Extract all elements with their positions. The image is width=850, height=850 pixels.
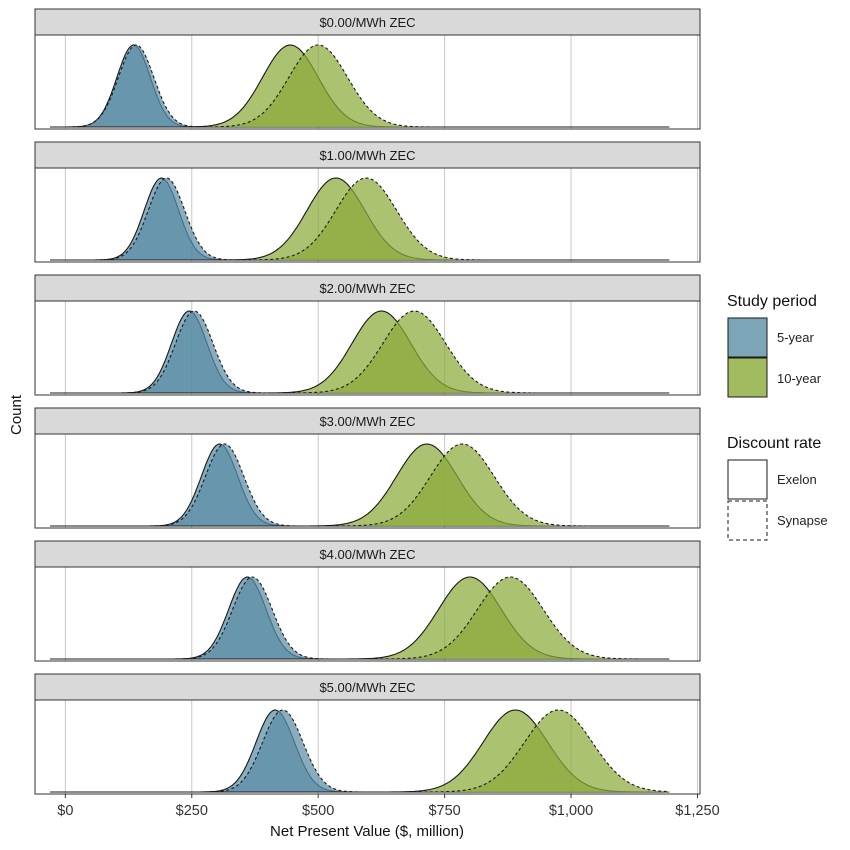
legend-title-study-period: Study period: [727, 293, 817, 310]
x-tick-label: $750: [428, 803, 460, 819]
density-area-10-year-synapse: [50, 311, 670, 393]
legend-label-10-year: 10-year: [777, 371, 822, 386]
legend-key-5-year: [727, 317, 768, 358]
facet-strip-label: $2.00/MWh ZEC: [319, 281, 415, 296]
x-tick-label: $500: [302, 803, 334, 819]
density-outline-10-year-synapse: [50, 44, 670, 128]
density-area-10-year-synapse: [50, 577, 670, 659]
facet-panels: $0.00/MWh ZEC $1.00/MWh ZEC $2.00/MWh ZEC $…: [34, 8, 701, 795]
density-area-5-year-synapse: [50, 444, 670, 526]
legend-title-discount-rate: Discount rate: [727, 435, 821, 452]
facet-panel: $3.00/MWh ZEC: [34, 407, 701, 529]
facet-strip-label: $0.00/MWh ZEC: [319, 15, 415, 30]
panel-border: [34, 300, 701, 396]
facet-panel: $4.00/MWh ZEC: [34, 540, 701, 662]
panel-border: [34, 566, 701, 662]
x-tick-label: $1,250: [675, 803, 719, 819]
legend-key-exelon: [727, 459, 768, 500]
facet-strip: [34, 407, 701, 435]
legend-label-synapse: Synapse: [777, 513, 828, 528]
facet-strip: [34, 540, 701, 568]
facet-strip-label: $3.00/MWh ZEC: [319, 414, 415, 429]
facet-strip-label: $5.00/MWh ZEC: [319, 680, 415, 695]
density-area-5-year-synapse: [50, 311, 670, 393]
density-outline-10-year-synapse: [50, 709, 670, 793]
y-axis-title: Count: [8, 394, 25, 435]
density-area-10-year-synapse: [50, 178, 670, 260]
panel-border: [34, 34, 701, 130]
x-tick-label: $1,000: [549, 803, 593, 819]
legend-key-synapse: [727, 500, 768, 541]
x-axis-title: Net Present Value ($, million): [270, 823, 464, 840]
density-outline-10-year-synapse: [50, 310, 670, 394]
density-outline-10-year-synapse: [50, 177, 670, 261]
legend: Study period 5-year 10-year Discount rat…: [727, 293, 828, 541]
density-area-10-year-synapse: [50, 45, 670, 127]
legend-label-5-year: 5-year: [777, 330, 815, 345]
panel-border: [34, 167, 701, 263]
facet-strip-label: $4.00/MWh ZEC: [319, 547, 415, 562]
facet-panel: $5.00/MWh ZEC: [34, 673, 701, 795]
legend-label-exelon: Exelon: [777, 472, 817, 487]
facet-panel: $0.00/MWh ZEC: [34, 8, 701, 130]
panel-border: [34, 433, 701, 529]
density-area-5-year-synapse: [50, 178, 670, 260]
x-tick-label: $0: [57, 803, 73, 819]
x-axis: $0 $250 $500 $750 $1,000 $1,250: [57, 794, 720, 819]
density-area-10-year-synapse: [50, 710, 670, 792]
facet-panel: $1.00/MWh ZEC: [34, 141, 701, 263]
panel-border: [34, 699, 701, 795]
facet-strip: [34, 274, 701, 302]
panel-background: [35, 567, 700, 661]
x-tick-label: $250: [176, 803, 208, 819]
facet-panel: $2.00/MWh ZEC: [34, 274, 701, 396]
density-outline-10-year-synapse: [50, 576, 670, 660]
panel-background: [35, 434, 700, 528]
density-outline-10-year-synapse: [50, 443, 670, 527]
facet-strip: [34, 8, 701, 36]
facet-strip-label: $1.00/MWh ZEC: [319, 148, 415, 163]
density-area-5-year-synapse: [50, 45, 670, 127]
density-area-10-year-exelon: [50, 311, 670, 393]
legend-key-10-year: [727, 357, 768, 398]
